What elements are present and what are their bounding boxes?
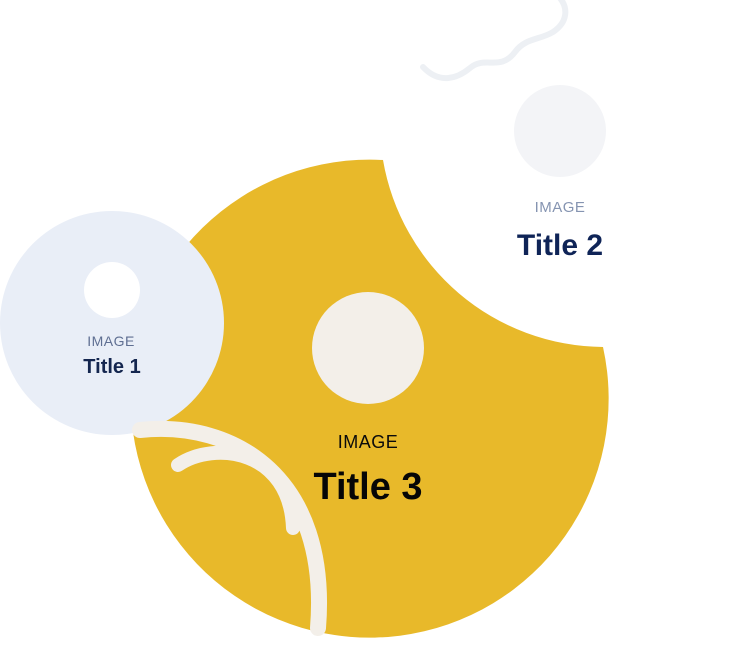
card-1-image-placeholder <box>84 262 140 318</box>
card-1-background <box>0 211 224 435</box>
card-3-image-placeholder <box>312 292 424 404</box>
card-1-caption: IMAGE <box>87 333 135 349</box>
wavy-line-decoration <box>420 0 569 81</box>
card-3-caption: IMAGE <box>337 432 399 452</box>
card-2-caption: IMAGE <box>534 199 586 216</box>
swirl-hook-decoration <box>171 445 300 535</box>
card-2-image-placeholder <box>514 85 606 177</box>
card-1-title[interactable]: Title 1 <box>83 356 141 378</box>
card-3-title[interactable]: Title 3 <box>313 466 423 508</box>
card-2-title[interactable]: Title 2 <box>516 229 604 262</box>
